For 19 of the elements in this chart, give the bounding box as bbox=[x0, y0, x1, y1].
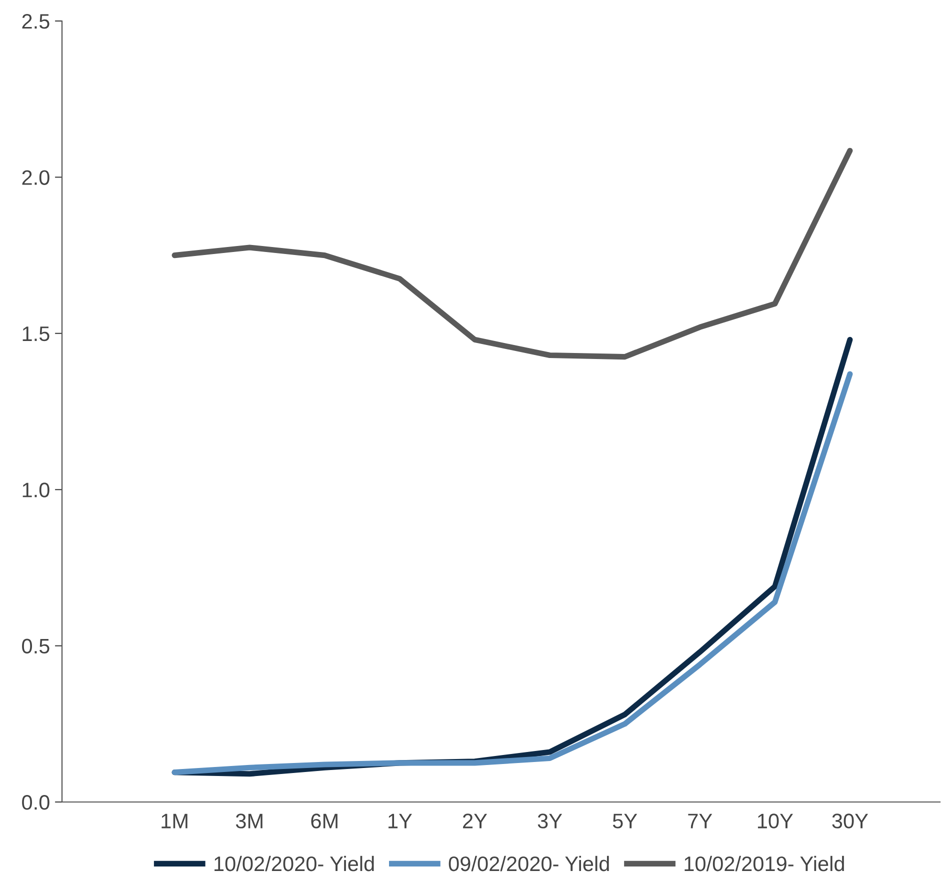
legend-label: 09/02/2020- Yield bbox=[448, 856, 609, 872]
y-tick-label: 2.5 bbox=[22, 14, 50, 29]
x-tick-label: 1M bbox=[162, 814, 188, 828]
x-tick-label: 3Y bbox=[538, 814, 562, 828]
legend-label: 10/02/2020- Yield bbox=[214, 856, 374, 872]
x-tick-label: 3M bbox=[236, 814, 262, 828]
x-tick-label: 2Y bbox=[463, 814, 488, 828]
y-tick-label: 1.0 bbox=[22, 482, 50, 498]
x-tick-label: 6M bbox=[311, 814, 338, 828]
y-tick-label: 0.0 bbox=[22, 795, 50, 810]
x-tick-label: 5Y bbox=[612, 814, 638, 828]
x-tick-label: 30Y bbox=[832, 814, 868, 828]
y-tick-label: 0.5 bbox=[22, 638, 50, 654]
x-tick-label: 7Y bbox=[688, 814, 712, 828]
y-tick-label: 2.0 bbox=[22, 170, 50, 185]
legend-label: 10/02/2019- Yield bbox=[684, 856, 844, 872]
x-tick-label: 1Y bbox=[388, 814, 412, 828]
x-tick-label: 10Y bbox=[758, 814, 793, 828]
y-tick-label: 1.5 bbox=[22, 326, 50, 342]
